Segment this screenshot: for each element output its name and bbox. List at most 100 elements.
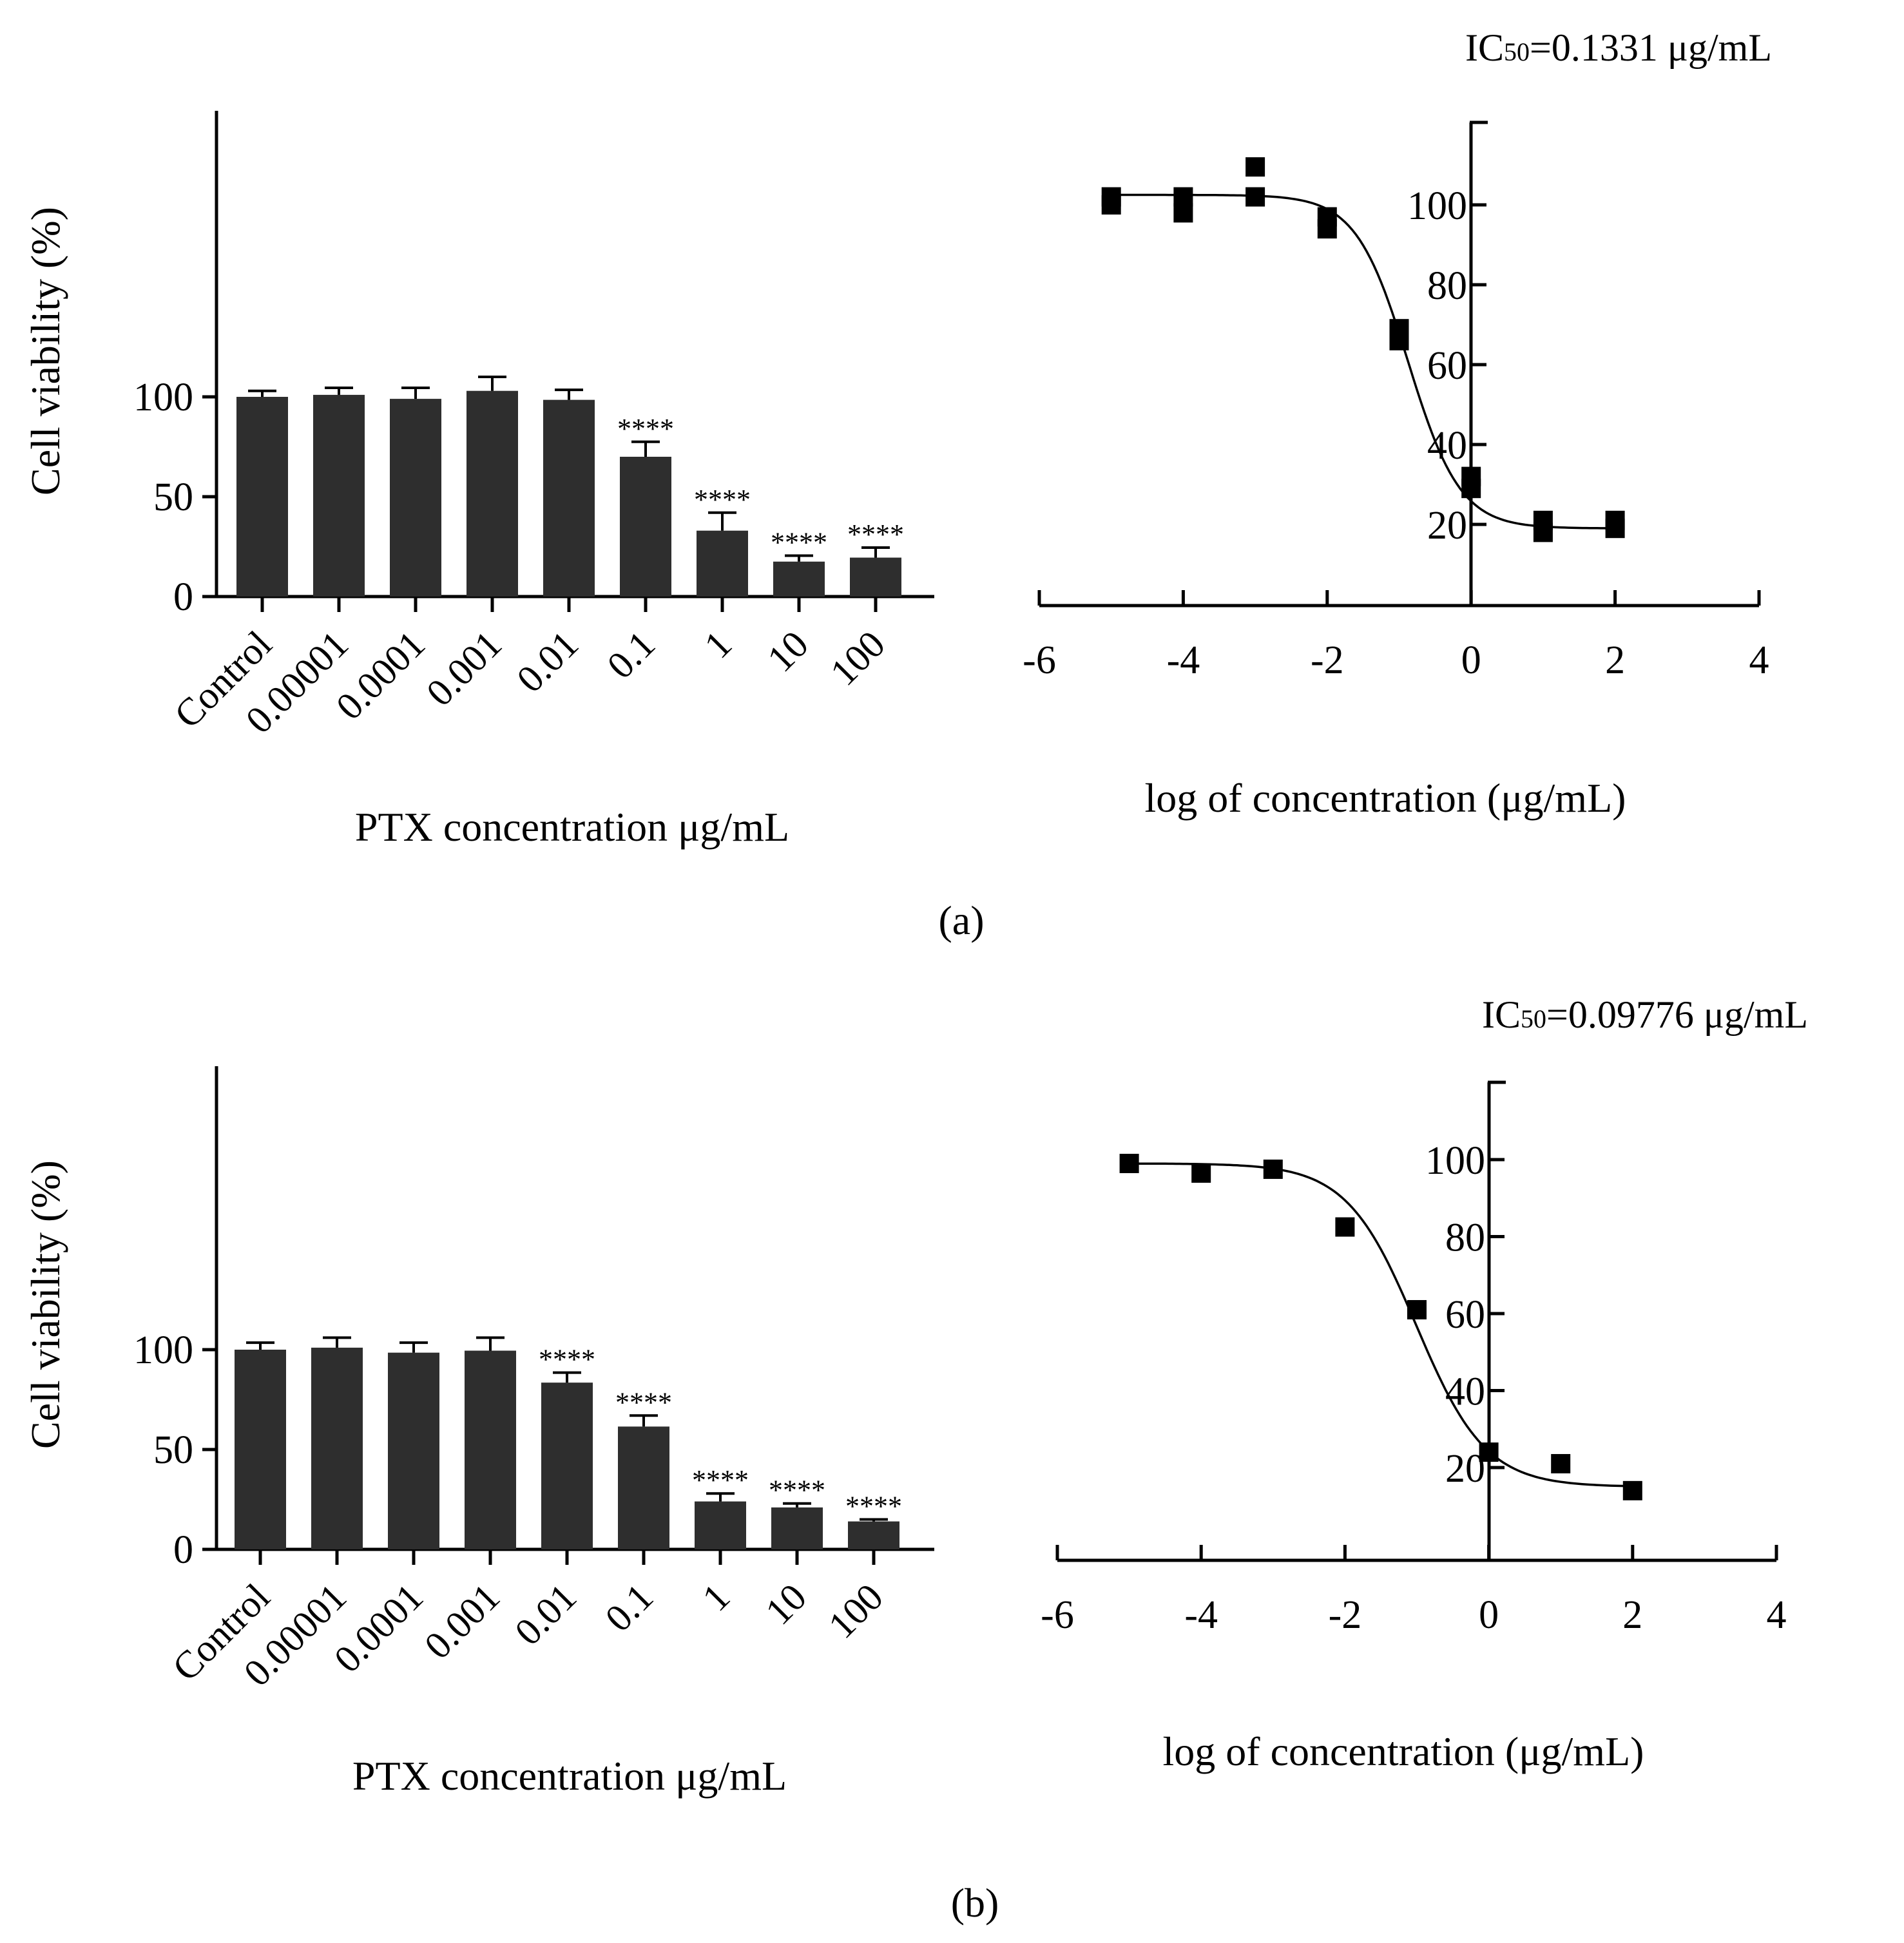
x-tick-label: -4: [1167, 638, 1200, 682]
data-point: [1551, 1454, 1571, 1474]
y-tick-label: 0: [173, 1528, 193, 1572]
bar: [235, 1350, 286, 1549]
ic50-annotation-b: IC50=0.09776 μg/mL: [1482, 993, 1808, 1036]
x-tick-label: -2: [1329, 1593, 1362, 1637]
xlabel-b-bar: PTX concentration μg/mL: [352, 1753, 787, 1799]
y-tick-label: 80: [1427, 264, 1467, 308]
xlabel-b-curve: log of concentration (μg/mL): [1163, 1728, 1644, 1774]
data-point: [1389, 319, 1409, 339]
y-tick-label: 100: [133, 376, 193, 419]
category-label: 0.001: [418, 623, 510, 714]
category-label: 0.0001: [328, 623, 433, 728]
bar: [771, 1507, 823, 1549]
x-tick-label: -2: [1311, 638, 1344, 682]
x-tick-label: 2: [1605, 638, 1625, 682]
caption-b: (b): [951, 1880, 999, 1926]
significance-label: ****: [615, 1386, 672, 1418]
data-point: [1173, 187, 1193, 207]
category-label: 10: [759, 623, 816, 680]
y-tick-label: 60: [1445, 1293, 1485, 1337]
y-tick-label: 80: [1445, 1216, 1485, 1260]
bar: [848, 1521, 899, 1549]
category-label: 0.001: [416, 1576, 508, 1667]
xlabel-a-curve: log of concentration (μg/mL): [1145, 775, 1626, 821]
category-label: 100: [820, 1576, 891, 1647]
y-tick-label: 0: [173, 575, 193, 619]
x-tick-label: -6: [1041, 1593, 1074, 1637]
data-point: [1191, 1163, 1211, 1183]
bar: [850, 557, 901, 597]
data-point: [1461, 466, 1481, 486]
significance-label: ****: [694, 484, 751, 515]
x-tick-label: 4: [1767, 1593, 1787, 1637]
data-point: [1605, 510, 1625, 530]
bar: [313, 394, 365, 597]
x-tick-label: -6: [1023, 638, 1056, 682]
ic50-annotation-a: IC50=0.1331 μg/mL: [1465, 26, 1772, 69]
data-point: [1317, 207, 1337, 227]
data-point: [1245, 157, 1265, 177]
y-tick-label: 100: [1425, 1139, 1485, 1183]
fit-curve: [1129, 1162, 1633, 1488]
chart-b-bar: Cell viability (%) PTX concentration μg/…: [23, 1066, 934, 1799]
category-label: 0.01: [508, 623, 586, 701]
y-tick-label: 60: [1427, 344, 1467, 388]
significance-label: ****: [845, 1491, 902, 1522]
x-tick-label: -4: [1184, 1593, 1218, 1637]
bar: [695, 1501, 746, 1549]
bar: [541, 1383, 593, 1549]
data-point: [1263, 1159, 1283, 1179]
significance-label: ****: [771, 526, 827, 558]
chart-b-curve: IC50=0.09776 μg/mL log of concentration …: [1041, 993, 1808, 1774]
category-label: 100: [822, 623, 893, 694]
y-tick-label: 100: [1407, 184, 1467, 228]
xlabel-a-bar: PTX concentration μg/mL: [355, 804, 789, 850]
x-tick-label: 0: [1461, 638, 1481, 682]
chart-a-bar: Cell viability (%) PTX concentration μg/…: [23, 111, 934, 850]
bar: [236, 397, 288, 597]
category-label: 0.0001: [326, 1576, 431, 1681]
chart-a-curve: IC50=0.1331 μg/mL log of concentration (…: [1023, 26, 1772, 821]
x-tick-label: 0: [1479, 1593, 1499, 1637]
bar: [773, 561, 825, 597]
y-tick-label: 20: [1427, 504, 1467, 548]
bar: [618, 1426, 669, 1549]
bar: [311, 1347, 363, 1549]
significance-label: ****: [692, 1464, 749, 1496]
category-label: 0.01: [506, 1576, 584, 1654]
bar: [465, 1350, 516, 1549]
category-label: 1: [696, 623, 740, 667]
y-tick-label: 50: [153, 1428, 193, 1472]
data-point: [1119, 1153, 1139, 1173]
bar: [466, 390, 518, 597]
x-tick-label: 2: [1622, 1593, 1642, 1637]
category-label: 0.1: [597, 1576, 661, 1640]
fit-curve: [1111, 193, 1615, 530]
significance-label: ****: [769, 1475, 825, 1506]
data-point: [1407, 1300, 1427, 1320]
significance-label: ****: [617, 413, 674, 445]
ylabel-b-bar: Cell viability (%): [23, 1160, 68, 1449]
y-tick-label: 20: [1445, 1447, 1485, 1491]
category-label: 10: [757, 1576, 814, 1633]
data-point: [1479, 1442, 1499, 1462]
significance-label: ****: [539, 1344, 595, 1375]
x-tick-label: 4: [1749, 638, 1769, 682]
category-label: 0.1: [599, 623, 663, 687]
data-point: [1622, 1480, 1642, 1500]
caption-a: (a): [938, 897, 984, 943]
data-point: [1533, 510, 1553, 530]
ylabel-a-bar: Cell viability (%): [23, 207, 68, 495]
bar: [543, 399, 595, 597]
y-tick-label: 100: [133, 1328, 193, 1372]
bar: [388, 1352, 439, 1549]
y-tick-label: 40: [1427, 424, 1467, 468]
bar: [620, 457, 671, 597]
bar: [697, 530, 748, 597]
y-tick-label: 40: [1445, 1370, 1485, 1414]
category-label: 1: [694, 1576, 738, 1620]
significance-label: ****: [847, 519, 904, 550]
y-tick-label: 50: [153, 475, 193, 519]
data-point: [1335, 1217, 1355, 1237]
